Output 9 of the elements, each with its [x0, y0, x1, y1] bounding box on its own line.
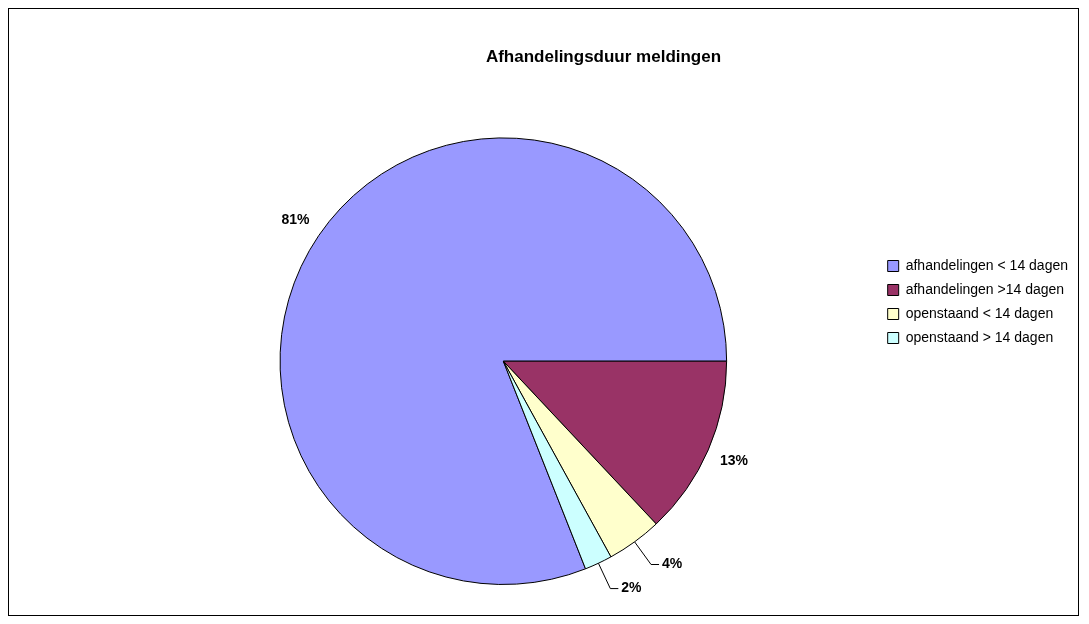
chart-title: Afhandelingsduur meldingen — [485, 46, 722, 66]
legend-label: afhandelingen < 14 dagen — [905, 256, 1069, 273]
legend-label: openstaand < 14 dagen — [905, 304, 1054, 321]
legend-label: afhandelingen >14 dagen — [905, 280, 1065, 297]
data-label: 4% — [662, 555, 683, 572]
data-label: 13% — [719, 451, 749, 468]
data-label: 81% — [281, 210, 311, 227]
legend-label: openstaand > 14 dagen — [905, 328, 1054, 345]
data-label: 2% — [621, 579, 643, 596]
